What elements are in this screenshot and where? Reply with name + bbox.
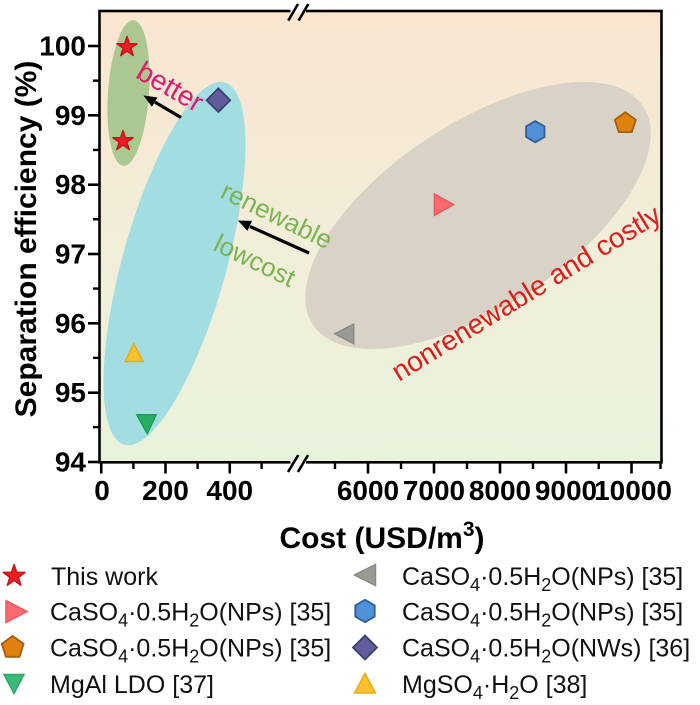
svg-text:97: 97 [55, 239, 86, 270]
svg-text:9000: 9000 [535, 475, 597, 506]
svg-text:6000: 6000 [337, 475, 399, 506]
svg-text:400: 400 [206, 475, 253, 506]
svg-text:10000: 10000 [594, 475, 672, 506]
svg-text:0: 0 [94, 475, 110, 506]
svg-text:CaSO4·0.5H2O(NPs) [35]: CaSO4·0.5H2O(NPs) [35] [50, 635, 331, 667]
svg-text:94: 94 [55, 447, 87, 478]
svg-text:CaSO4·0.5H2O(NPs) [35]: CaSO4·0.5H2O(NPs) [35] [402, 563, 683, 595]
svg-text:100: 100 [39, 31, 86, 62]
svg-text:Cost (USD/m3): Cost (USD/m3) [279, 518, 484, 555]
svg-text:7000: 7000 [403, 475, 465, 506]
svg-text:96: 96 [55, 308, 86, 339]
svg-text:Separation efficiency (%): Separation efficiency (%) [10, 61, 43, 418]
svg-text:98: 98 [55, 169, 86, 200]
svg-text:99: 99 [55, 100, 86, 131]
svg-text:200: 200 [142, 475, 189, 506]
svg-text:MgAl LDO [37]: MgAl LDO [37] [50, 671, 214, 699]
svg-text:MgSO4·H2O [38]: MgSO4·H2O [38] [402, 671, 587, 703]
svg-text:This work: This work [51, 563, 158, 591]
svg-text:95: 95 [55, 377, 86, 408]
svg-text:8000: 8000 [469, 475, 531, 506]
